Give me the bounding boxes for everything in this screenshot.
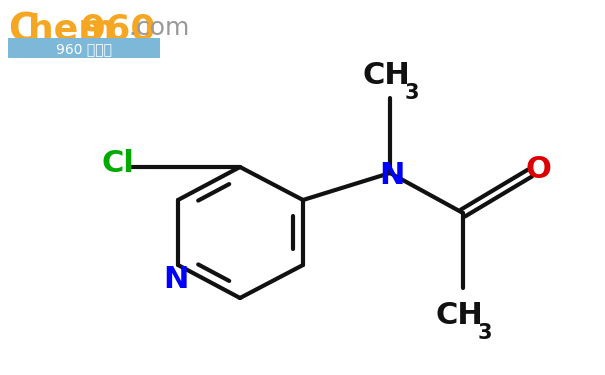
Text: N: N: [379, 160, 405, 189]
Text: 3: 3: [405, 83, 419, 103]
Text: CH: CH: [362, 62, 410, 90]
Text: N: N: [163, 264, 189, 294]
Text: Cl: Cl: [102, 148, 134, 177]
Text: 3: 3: [478, 323, 492, 343]
Text: 960: 960: [80, 12, 155, 46]
Text: O: O: [525, 154, 551, 183]
Text: C: C: [8, 12, 36, 50]
Text: CH: CH: [435, 302, 483, 330]
Text: 960 化工网: 960 化工网: [56, 42, 112, 56]
Text: .com: .com: [128, 16, 189, 40]
Bar: [8, 38, 160, 58]
Text: hem: hem: [28, 12, 116, 46]
